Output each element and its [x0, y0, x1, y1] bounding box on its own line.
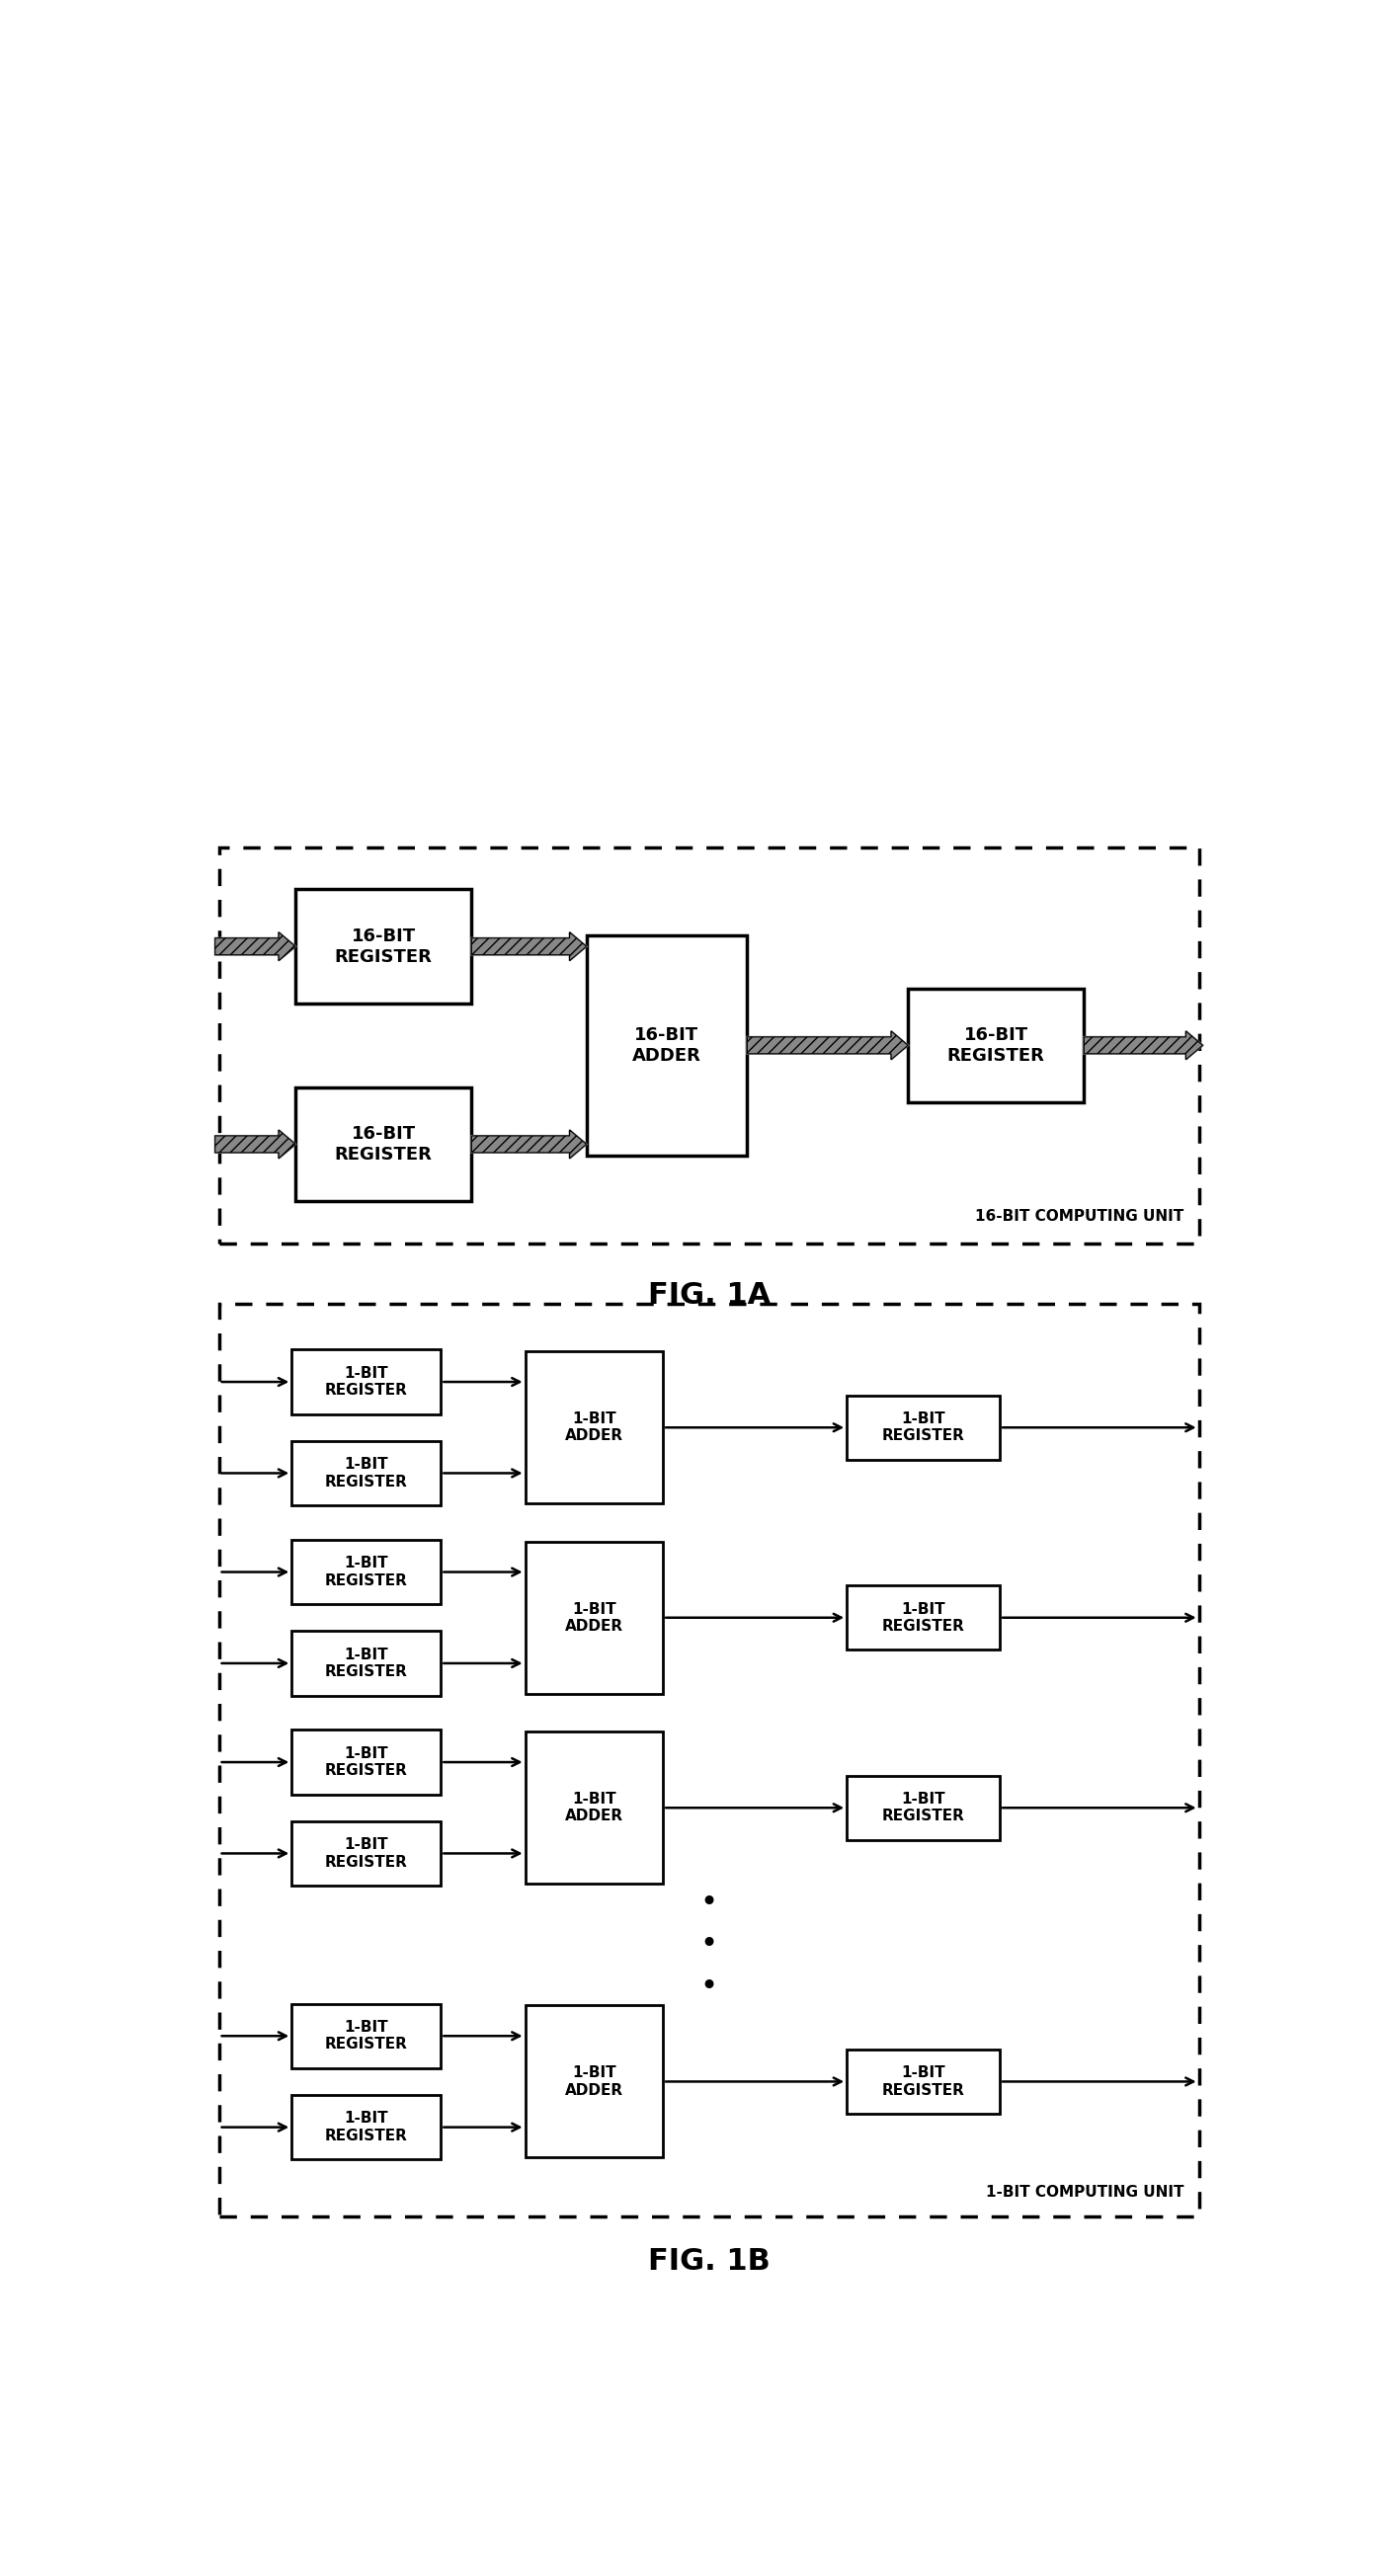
Bar — [292, 1731, 441, 1795]
Bar — [292, 1540, 441, 1605]
Text: 1-BIT
ADDER: 1-BIT ADDER — [565, 1793, 623, 1824]
Bar — [292, 1350, 441, 1414]
Bar — [292, 2094, 441, 2159]
Text: 1-BIT
ADDER: 1-BIT ADDER — [565, 2066, 623, 2097]
Bar — [292, 1821, 441, 1886]
Bar — [525, 2007, 663, 2159]
Bar — [847, 1584, 999, 1651]
FancyArrow shape — [215, 1131, 296, 1159]
Text: 1-BIT
REGISTER: 1-BIT REGISTER — [882, 1602, 965, 1633]
Bar — [292, 1631, 441, 1695]
FancyArrow shape — [472, 933, 587, 961]
Text: 1-BIT
ADDER: 1-BIT ADDER — [565, 1602, 623, 1633]
Text: 16-BIT COMPUTING UNIT: 16-BIT COMPUTING UNIT — [974, 1208, 1183, 1224]
FancyArrow shape — [1084, 1030, 1203, 1059]
Bar — [525, 1540, 663, 1692]
Bar — [219, 1303, 1199, 2215]
Bar — [292, 2004, 441, 2069]
Bar — [847, 2050, 999, 2115]
Text: 1-BIT
REGISTER: 1-BIT REGISTER — [325, 1747, 408, 1777]
Bar — [587, 935, 747, 1157]
Text: FIG. 1A: FIG. 1A — [648, 1280, 771, 1309]
Text: 1-BIT
REGISTER: 1-BIT REGISTER — [325, 1458, 408, 1489]
Bar — [292, 1440, 441, 1504]
Text: •: • — [700, 1973, 718, 2002]
Text: 1-BIT
REGISTER: 1-BIT REGISTER — [325, 1556, 408, 1587]
Text: 16-BIT
REGISTER: 16-BIT REGISTER — [335, 1126, 432, 1164]
FancyArrow shape — [472, 1131, 587, 1159]
Text: 1-BIT
REGISTER: 1-BIT REGISTER — [325, 1837, 408, 1870]
Text: FIG. 1B: FIG. 1B — [648, 2246, 770, 2275]
Text: 1-BIT
ADDER: 1-BIT ADDER — [565, 1412, 623, 1443]
Bar — [525, 1352, 663, 1504]
Text: 1-BIT
REGISTER: 1-BIT REGISTER — [325, 2112, 408, 2143]
Bar — [296, 889, 472, 1005]
Bar — [296, 1087, 472, 1200]
Text: 1-BIT
REGISTER: 1-BIT REGISTER — [325, 1365, 408, 1399]
Text: 1-BIT
REGISTER: 1-BIT REGISTER — [882, 2066, 965, 2097]
Text: 1-BIT
REGISTER: 1-BIT REGISTER — [882, 1412, 965, 1443]
FancyArrow shape — [747, 1030, 908, 1059]
Bar — [219, 848, 1199, 1244]
Text: 1-BIT
REGISTER: 1-BIT REGISTER — [325, 1646, 408, 1680]
Bar — [847, 1396, 999, 1461]
Bar — [908, 989, 1084, 1103]
Bar — [525, 1731, 663, 1883]
FancyArrow shape — [215, 933, 296, 961]
Text: 16-BIT
ADDER: 16-BIT ADDER — [632, 1025, 702, 1064]
Text: 16-BIT
REGISTER: 16-BIT REGISTER — [335, 927, 432, 966]
Text: •: • — [700, 1929, 718, 1958]
Text: •: • — [700, 1888, 718, 1917]
Text: 1-BIT COMPUTING UNIT: 1-BIT COMPUTING UNIT — [985, 2184, 1183, 2200]
Bar — [847, 1775, 999, 1839]
Text: 1-BIT
REGISTER: 1-BIT REGISTER — [882, 1793, 965, 1824]
Text: 1-BIT
REGISTER: 1-BIT REGISTER — [325, 2020, 408, 2053]
Text: 16-BIT
REGISTER: 16-BIT REGISTER — [947, 1025, 1045, 1064]
